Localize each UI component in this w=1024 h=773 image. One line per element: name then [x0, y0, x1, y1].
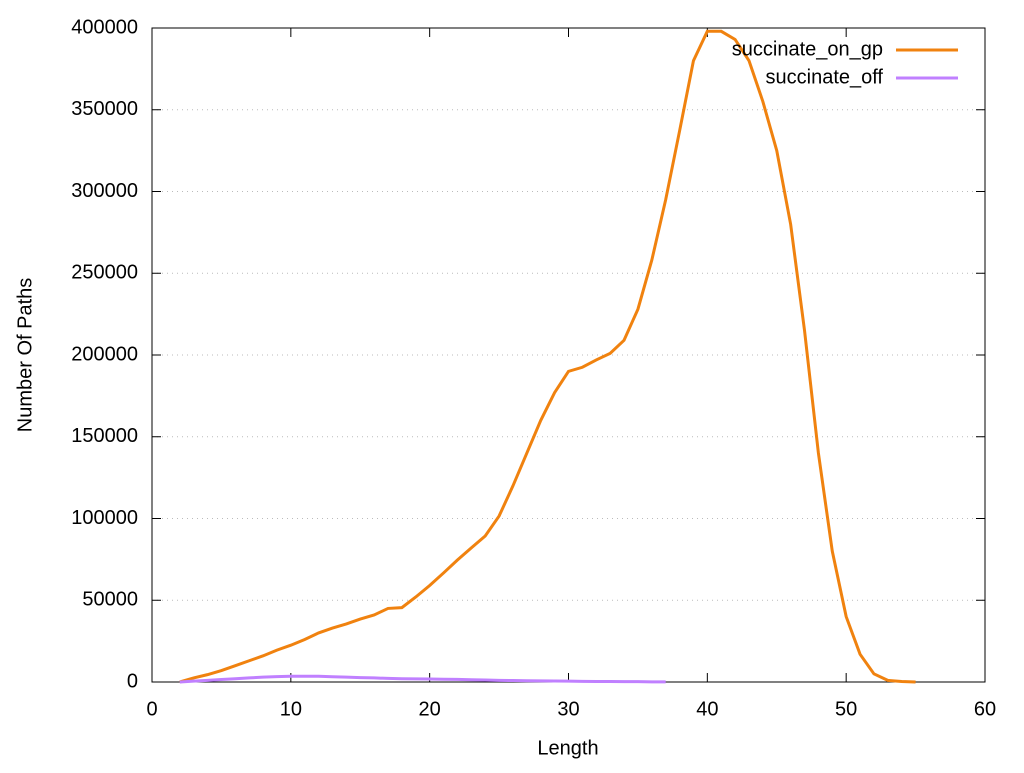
series-line [179, 674, 666, 684]
series-line [179, 29, 916, 684]
legend-label: succinate_on_gp [732, 38, 883, 60]
plot-frame [151, 27, 986, 683]
x-tick-label: 10 [280, 698, 302, 720]
y-tick-label: 50000 [82, 589, 138, 611]
y-tick-label: 0 [127, 670, 138, 692]
x-tick-label: 30 [557, 698, 579, 720]
y-tick-label: 100000 [71, 507, 138, 529]
x-axis-label: Length [537, 737, 598, 759]
y-tick-label: 400000 [71, 16, 138, 38]
y-tick-label: 250000 [71, 262, 138, 284]
x-tick-label: 50 [835, 698, 857, 720]
y-tick-label: 300000 [71, 180, 138, 202]
x-tick-label: 0 [146, 698, 157, 720]
x-tick-label: 60 [974, 698, 996, 720]
legend-label: succinate_off [766, 66, 884, 88]
y-tick-label: 200000 [71, 343, 138, 365]
y-axis-label: Number Of Paths [14, 278, 36, 433]
y-tick-label: 150000 [71, 425, 138, 447]
x-tick-label: 20 [419, 698, 441, 720]
y-tick-label: 350000 [71, 98, 138, 120]
x-tick-label: 40 [696, 698, 718, 720]
